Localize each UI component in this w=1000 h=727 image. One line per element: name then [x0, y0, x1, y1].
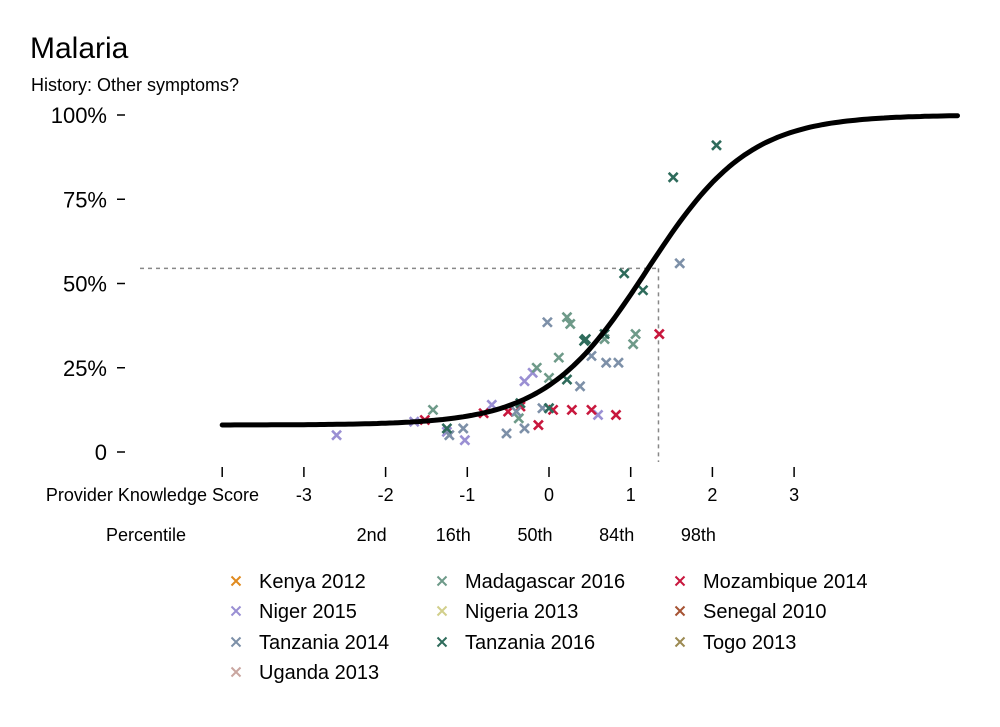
- data-point: [427, 404, 439, 416]
- legend-label: Madagascar 2016: [465, 571, 625, 593]
- legend-marker: [230, 666, 242, 678]
- legend: Kenya 2012 Madagascar 2016 Mozambique 2014…: [230, 571, 868, 684]
- legend-marker: [230, 636, 242, 648]
- y-tick-label: 100%: [51, 103, 107, 128]
- legend-marker: [674, 636, 686, 648]
- data-point: [553, 352, 565, 364]
- data-point: [667, 171, 679, 183]
- data-point: [630, 328, 642, 340]
- legend-label: Togo 2013: [703, 632, 796, 654]
- data-point: [613, 357, 624, 369]
- x-tick-label: -2: [378, 485, 394, 505]
- data-point: [574, 380, 586, 392]
- data-point: [711, 139, 722, 151]
- data-point: [586, 404, 597, 416]
- x-tick-label: 2: [707, 485, 717, 505]
- legend-label: Tanzania 2014: [259, 632, 389, 654]
- data-point: [519, 375, 530, 387]
- data-point: [513, 412, 525, 424]
- data-point: [501, 428, 512, 439]
- x-tick-label: 1: [626, 485, 636, 505]
- legend-label: Nigeria 2013: [465, 601, 578, 623]
- reference-lines: [140, 267, 660, 462]
- data-point: [610, 409, 622, 421]
- legend-marker: [436, 636, 448, 648]
- data-point: [331, 429, 342, 441]
- data-point: [637, 284, 649, 296]
- x-tick-label: 3: [789, 485, 799, 505]
- percentile-label: Percentile: [106, 525, 186, 545]
- y-tick-label: 50%: [63, 272, 107, 297]
- x-tick-label: -1: [459, 485, 475, 505]
- legend-label: Mozambique 2014: [703, 571, 868, 593]
- percentile-tick-label: 16th: [436, 525, 471, 545]
- legend-marker: [436, 605, 448, 617]
- data-point: [561, 311, 573, 323]
- data-point: [627, 338, 639, 350]
- data-point: [600, 357, 612, 369]
- y-tick-label: 25%: [63, 356, 107, 381]
- x-tick-label: -3: [296, 485, 312, 505]
- data-point: [457, 422, 469, 434]
- y-tick-label: 0: [95, 440, 107, 465]
- legend-label: Niger 2015: [259, 601, 357, 623]
- x-axis: -3 -2 -1 0 1 2 3: [221, 467, 799, 505]
- data-point: [580, 333, 592, 345]
- legend-marker: [230, 605, 242, 617]
- legend-label: Senegal 2010: [703, 601, 826, 623]
- percentile-tick-label: 2nd: [357, 525, 387, 545]
- percentile-axis: 2nd 16th 50th 84th 98th: [357, 525, 716, 545]
- percentile-tick-label: 98th: [681, 525, 716, 545]
- data-point: [566, 404, 578, 416]
- percentile-tick-label: 84th: [599, 525, 634, 545]
- legend-label: Kenya 2012: [259, 571, 366, 593]
- data-point: [443, 429, 455, 441]
- x-tick-label: 0: [544, 485, 554, 505]
- legend-marker: [674, 605, 686, 617]
- data-point: [459, 434, 471, 446]
- legend-label: Uganda 2013: [259, 662, 379, 684]
- chart-subtitle: History: Other symptoms?: [31, 75, 239, 95]
- data-point: [532, 419, 544, 431]
- data-point: [674, 257, 686, 269]
- fit-curve: [219, 113, 960, 428]
- legend-label: Tanzania 2016: [465, 632, 595, 654]
- data-point: [531, 362, 543, 374]
- data-point: [541, 316, 553, 328]
- y-axis: 0 25% 50% 75% 100%: [51, 103, 125, 465]
- data-point: [519, 422, 530, 434]
- legend-marker: [674, 575, 686, 587]
- data-point: [618, 267, 630, 279]
- chart-title: Malaria: [30, 32, 129, 65]
- legend-marker: [436, 575, 448, 587]
- legend-marker: [230, 575, 242, 587]
- percentile-tick-label: 50th: [517, 525, 552, 545]
- x-axis-label: Provider Knowledge Score: [46, 485, 259, 505]
- data-point: [441, 422, 453, 434]
- data-point: [510, 406, 522, 417]
- data-point: [543, 402, 555, 414]
- y-tick-label: 75%: [63, 187, 107, 212]
- data-points: [331, 139, 722, 446]
- data-point: [653, 328, 665, 340]
- data-point: [564, 318, 576, 330]
